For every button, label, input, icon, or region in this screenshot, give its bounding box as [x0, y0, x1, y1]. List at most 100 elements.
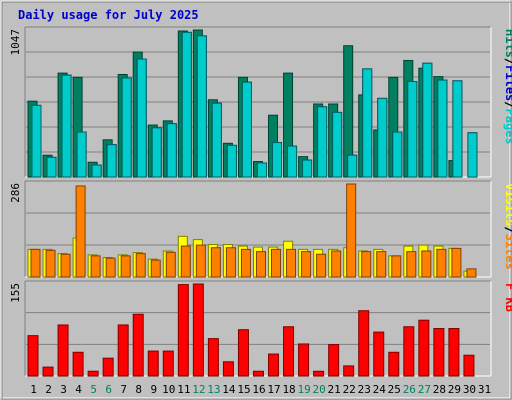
bar-kbytes-kbytes-day-2 — [42, 366, 54, 377]
bar-sites-sites-day-28 — [436, 248, 447, 278]
bar-kbytes-kbytes-day-14 — [222, 361, 234, 377]
bar-hits-pages-day-23 — [362, 68, 373, 178]
bar-kbytes-kbytes-day-3 — [57, 324, 69, 377]
bar-sites-sites-day-27 — [421, 250, 432, 278]
bar-hits-pages-day-11 — [181, 31, 192, 178]
bar-sites-sites-day-2 — [45, 249, 56, 278]
x-tick-label-day-21: 21 — [328, 383, 341, 396]
bar-hits-pages-day-13 — [211, 102, 222, 178]
bar-kbytes-kbytes-day-8 — [132, 313, 144, 377]
legend-entry: Visits — [503, 183, 512, 226]
bar-kbytes-kbytes-day-17 — [268, 353, 280, 377]
legend-entry — [503, 290, 512, 297]
bar-sites-sites-day-1 — [30, 248, 41, 278]
x-tick-label-day-2: 2 — [45, 383, 52, 396]
bar-sites-sites-day-4 — [75, 185, 86, 278]
bar-hits-pages-day-15 — [241, 81, 252, 178]
panel-kbytes-max-label: 155 — [9, 283, 22, 303]
bar-kbytes-kbytes-day-16 — [252, 370, 264, 377]
bar-hits-pages-day-25 — [392, 131, 403, 178]
bar-kbytes-kbytes-day-1 — [27, 335, 39, 377]
x-tick-label-day-9: 9 — [150, 383, 157, 396]
bar-hits-pages-day-6 — [106, 144, 117, 178]
x-tick-label-day-3: 3 — [60, 383, 67, 396]
bar-sites-sites-day-18 — [286, 248, 297, 278]
x-tick-label-day-29: 29 — [448, 383, 461, 396]
x-tick-label-day-27: 27 — [418, 383, 431, 396]
bar-hits-pages-day-8 — [136, 58, 147, 178]
bar-kbytes-kbytes-day-29 — [448, 328, 460, 377]
bar-sites-sites-day-3 — [60, 253, 71, 278]
x-tick-label-day-31: 31 — [478, 383, 491, 396]
x-tick-label-day-12: 12 — [192, 383, 205, 396]
bar-kbytes-kbytes-day-20 — [313, 370, 325, 377]
bar-hits-pages-day-29 — [452, 80, 463, 178]
bar-hits-pages-day-9 — [151, 127, 162, 178]
x-tick-label-day-22: 22 — [343, 383, 356, 396]
plot-area: 1047Hits/Files/Pages286Visits/Sites155F … — [9, 26, 512, 396]
bar-kbytes-kbytes-day-15 — [237, 329, 249, 377]
x-tick-label-day-30: 30 — [463, 383, 476, 396]
bar-hits-pages-day-10 — [166, 123, 177, 178]
legend-entry: / — [503, 226, 512, 233]
bar-hits-pages-day-22 — [347, 154, 358, 178]
bar-kbytes-kbytes-day-9 — [147, 350, 159, 377]
bar-hits-pages-day-3 — [61, 74, 72, 178]
bar-sites-sites-day-21 — [331, 250, 342, 278]
panel-sites-legend: Visits/Sites — [503, 183, 512, 270]
x-tick-label-day-5: 5 — [90, 383, 97, 396]
bar-kbytes-kbytes-day-18 — [283, 326, 295, 377]
legend-entry: / — [503, 101, 512, 108]
legend-entry: Pages — [503, 109, 512, 145]
x-tick-label-day-14: 14 — [222, 383, 236, 396]
bar-hits-pages-day-26 — [407, 81, 418, 178]
bar-sites-sites-day-12 — [195, 244, 206, 278]
bar-sites-sites-day-14 — [225, 247, 236, 278]
bar-sites-sites-day-10 — [165, 251, 176, 278]
bar-kbytes-kbytes-day-7 — [117, 324, 129, 377]
bar-kbytes-kbytes-day-5 — [87, 370, 99, 377]
x-tick-label-day-11: 11 — [177, 383, 190, 396]
bar-hits-pages-day-20 — [317, 106, 328, 178]
bar-kbytes-kbytes-day-10 — [162, 350, 174, 377]
bar-kbytes-kbytes-day-11 — [177, 284, 189, 377]
bar-hits-pages-day-14 — [226, 144, 237, 178]
bar-sites-sites-day-22 — [346, 183, 357, 278]
x-tick-label-day-4: 4 — [75, 383, 82, 396]
x-tick-label-day-19: 19 — [297, 383, 310, 396]
bar-kbytes-kbytes-day-23 — [358, 310, 370, 377]
bar-hits-pages-day-12 — [196, 35, 207, 178]
bar-kbytes-kbytes-day-26 — [403, 326, 415, 377]
x-tick-label-day-24: 24 — [373, 383, 387, 396]
x-tick-label-day-10: 10 — [162, 383, 175, 396]
x-tick-label-day-6: 6 — [105, 383, 112, 396]
bar-sites-sites-day-15 — [240, 248, 251, 278]
panel-hits-legend: Hits/Files/Pages — [503, 29, 512, 145]
bar-hits-pages-day-30 — [467, 132, 478, 178]
bar-kbytes-kbytes-day-27 — [418, 319, 430, 377]
x-tick-label-day-20: 20 — [313, 383, 326, 396]
bar-sites-sites-day-6 — [105, 257, 116, 278]
bar-hits-pages-day-27 — [422, 62, 433, 178]
panel-kbytes-legend: F KB — [503, 283, 512, 312]
bar-sites-sites-day-16 — [255, 251, 266, 278]
bar-sites-sites-day-9 — [150, 259, 161, 278]
x-tick-label-day-26: 26 — [403, 383, 416, 396]
bar-hits-pages-day-19 — [302, 159, 313, 178]
bar-sites-sites-day-11 — [180, 245, 191, 278]
panel-sites-max-label: 286 — [9, 183, 22, 203]
x-tick-label-day-13: 13 — [207, 383, 220, 396]
bar-kbytes-kbytes-day-22 — [343, 365, 355, 377]
bar-sites-sites-day-23 — [361, 251, 372, 278]
x-tick-label-day-23: 23 — [358, 383, 371, 396]
bar-kbytes-kbytes-day-28 — [433, 328, 445, 377]
bar-sites-sites-day-26 — [406, 251, 417, 278]
bar-hits-pages-day-18 — [287, 145, 298, 178]
bar-kbytes-kbytes-day-24 — [373, 331, 385, 377]
x-tick-label-day-8: 8 — [135, 383, 142, 396]
bar-kbytes-kbytes-day-4 — [72, 351, 84, 377]
